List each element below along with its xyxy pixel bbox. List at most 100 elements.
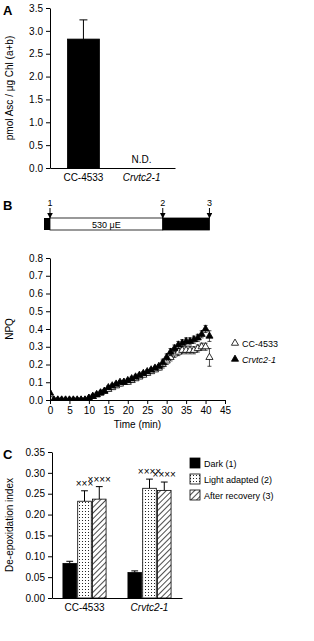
tick-mark (128, 400, 129, 404)
tick: 0.25 (26, 488, 52, 499)
tick-label: 5 (67, 405, 73, 416)
panel-label: A (3, 3, 13, 18)
tick-mark (50, 400, 51, 404)
tick-mark (46, 329, 50, 330)
axis-line (53, 598, 183, 599)
y-axis: 0.00 0.05 0.10 0.15 0.20 0.25 0.30 0.35 (26, 447, 53, 604)
bar (143, 488, 157, 598)
tick-label: 35 (181, 405, 193, 416)
x-axis: CC-4533 Crvtc2-1 (53, 599, 183, 614)
tick-label: 30 (162, 405, 174, 416)
tick: 0.2 (29, 359, 50, 370)
time-point-label: 1 (47, 198, 52, 208)
tick-label: 0.6 (29, 288, 43, 299)
tick: 0.35 (26, 447, 52, 458)
bar (157, 490, 171, 598)
point (202, 325, 209, 331)
tick: 0.10 (26, 551, 52, 562)
dark-lead-in (44, 218, 50, 230)
tick: 0.20 (26, 509, 52, 520)
tick-label: 2.0 (29, 71, 43, 82)
tick: 3.5 (29, 3, 50, 14)
tick: Crvtc2-1 (123, 172, 161, 183)
tick: 3.0 (29, 26, 50, 37)
illumination-period (163, 218, 210, 230)
legend-swatch (190, 458, 200, 468)
panel-label: B (3, 198, 12, 213)
plot-area (67, 20, 99, 168)
tick-mark (46, 122, 50, 123)
tick: 0 (48, 400, 54, 416)
y-axis-title: De-epoxidation index (4, 478, 15, 572)
tick-mark (46, 99, 50, 100)
y-axis: 0.00.10.20.30.40.50.60.70.8 (29, 253, 50, 406)
tick-label: 0.35 (26, 447, 46, 458)
tick-mark (46, 77, 50, 78)
tick-label: 0.0 (29, 163, 43, 174)
tick-label: 0.30 (26, 468, 46, 479)
tick-label: 0.15 (26, 530, 46, 541)
tick-mark (48, 515, 52, 516)
error-bar (96, 487, 103, 500)
tick-mark (46, 347, 50, 348)
tick-label: 0 (48, 405, 54, 416)
tick: 0.5 (29, 140, 50, 151)
tick-label: 2.5 (29, 48, 43, 59)
legend-label: Light adapted (2) (204, 475, 272, 485)
y-axis-title: NPQ (4, 318, 15, 340)
category-label: CC-4533 (63, 172, 103, 183)
tick-label: 25 (142, 405, 154, 416)
tick: 0.05 (26, 572, 52, 583)
category-label: CC-4533 (64, 602, 104, 613)
tick: 0.3 (29, 341, 50, 352)
tick: 0.4 (29, 324, 50, 335)
tick-label: 15 (103, 405, 115, 416)
figure: 0.00.51.01.52.02.53.03.5CC-4533Crvtc2-1N… (0, 0, 314, 641)
tick-mark (46, 382, 50, 383)
time-point-label: 2 (160, 198, 165, 208)
tick-mark (48, 556, 52, 557)
bar (63, 563, 77, 598)
tick: 25 (142, 400, 154, 416)
bar (128, 573, 142, 598)
annotation: ×××× (88, 474, 112, 485)
tick-mark (48, 598, 52, 599)
bar (78, 501, 92, 598)
tick-label: 0.20 (26, 509, 46, 520)
tick-label: 0.1 (29, 377, 43, 388)
legend-symbol (231, 355, 238, 361)
legend-label: After recovery (3) (204, 491, 274, 501)
tick-label: 0.00 (26, 593, 46, 604)
tick-mark (225, 400, 226, 404)
category-label: Crvtc2-1 (131, 602, 169, 613)
annotation: ×××× (153, 469, 177, 480)
tick-label: 0.0 (29, 395, 43, 406)
y-axis: 0.00.51.01.52.02.53.03.5 (29, 3, 50, 174)
tick: Crvtc2-1 (131, 602, 169, 613)
axis-line (52, 453, 53, 599)
tick: 0.5 (29, 306, 50, 317)
tick-label: 3.0 (29, 26, 43, 37)
illumination-label: 530 μE (92, 220, 121, 230)
tick: 1.5 (29, 94, 50, 105)
tick: CC-4533 (63, 172, 103, 183)
tick-mark (46, 145, 50, 146)
tick-label: 0.5 (29, 140, 43, 151)
tick-mark (167, 400, 168, 404)
legend-label: Dark (1) (204, 459, 237, 469)
tick: 30 (162, 400, 174, 416)
time-point-label: 3 (207, 198, 212, 208)
tick-mark (108, 400, 109, 404)
tick: 0.6 (29, 288, 50, 299)
plot-area (50, 325, 213, 400)
tick-mark (46, 365, 50, 366)
tick-mark (48, 494, 52, 495)
error-bar (161, 482, 168, 490)
tick-label: 0.5 (29, 306, 43, 317)
bar (67, 39, 99, 168)
tick-mark (46, 54, 50, 55)
tick-label: 0.2 (29, 359, 43, 370)
tick-mark (46, 276, 50, 277)
tick: 20 (123, 400, 135, 416)
error-bar (81, 491, 88, 501)
